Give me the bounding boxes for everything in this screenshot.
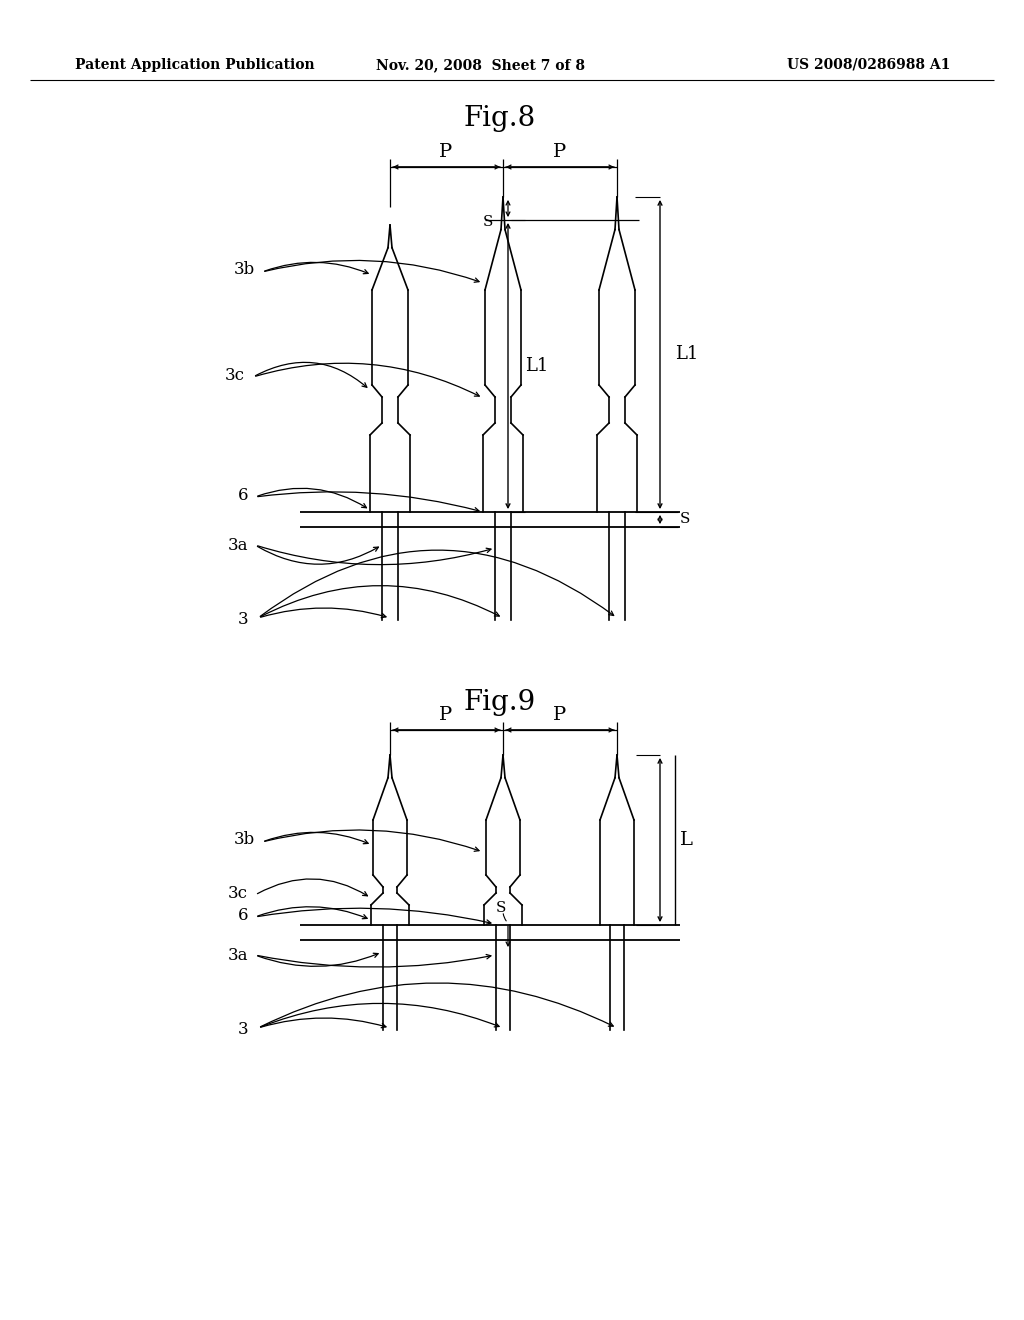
- Text: 3c: 3c: [228, 884, 248, 902]
- Text: Fig.9: Fig.9: [464, 689, 537, 715]
- Text: P: P: [439, 706, 453, 723]
- Text: 3a: 3a: [227, 536, 248, 553]
- Text: L: L: [680, 832, 693, 849]
- Text: 3b: 3b: [233, 261, 255, 279]
- Text: 6: 6: [238, 487, 248, 503]
- Text: S: S: [680, 512, 690, 525]
- Text: P: P: [439, 143, 453, 161]
- Text: S: S: [496, 902, 507, 915]
- Text: P: P: [553, 143, 566, 161]
- Text: US 2008/0286988 A1: US 2008/0286988 A1: [786, 58, 950, 73]
- Text: 3b: 3b: [233, 832, 255, 849]
- Text: 3a: 3a: [227, 946, 248, 964]
- Text: P: P: [553, 706, 566, 723]
- Text: Patent Application Publication: Patent Application Publication: [75, 58, 314, 73]
- Text: L1: L1: [525, 356, 549, 375]
- Text: 3: 3: [238, 1022, 248, 1039]
- Text: Fig.8: Fig.8: [464, 104, 537, 132]
- Text: 6: 6: [238, 908, 248, 924]
- Text: Nov. 20, 2008  Sheet 7 of 8: Nov. 20, 2008 Sheet 7 of 8: [376, 58, 585, 73]
- Text: S: S: [482, 215, 493, 228]
- Text: L1: L1: [675, 345, 698, 363]
- Text: 3c: 3c: [225, 367, 245, 384]
- Text: 3: 3: [238, 611, 248, 628]
